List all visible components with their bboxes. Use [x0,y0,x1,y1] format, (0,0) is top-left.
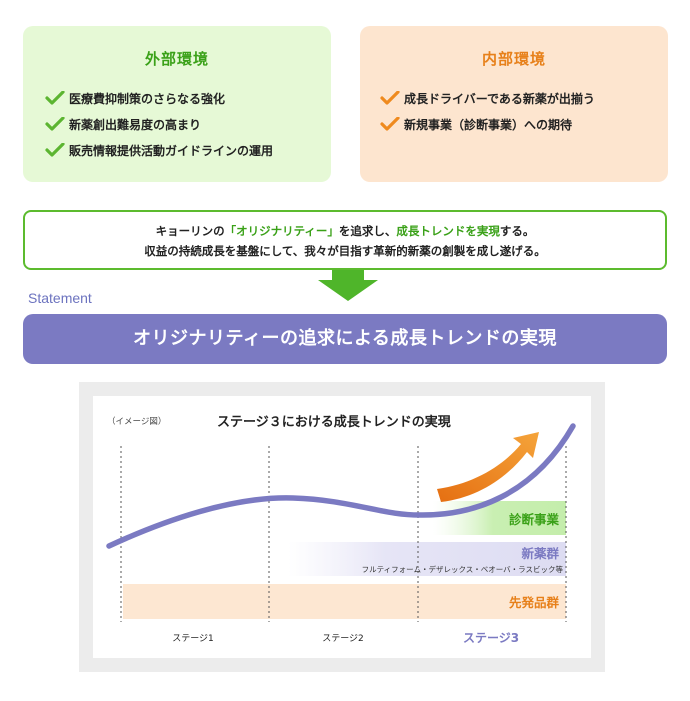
growth-chart: （イメージ図） ステージ３における成長トレンドの実現 診断事業 新薬群 フルティ… [93,396,591,658]
growth-arrow-icon [437,432,539,502]
check-icon [380,117,400,131]
stage-label: ステージ1 [172,633,214,644]
statement-text: を追求し、 [338,224,397,238]
statement-line-1: キョーリンの「オリジナリティー」を追求し、成長トレンドを実現する。 [25,221,665,241]
statement-box: キョーリンの「オリジナリティー」を追求し、成長トレンドを実現する。 収益の持続成… [23,210,667,270]
stage-label-current: ステージ3 [463,631,519,645]
internal-environment-list: 成長ドライバーである新薬が出揃う 新規事業（診断事業）への期待 [360,85,668,137]
external-environment-box: 外部環境 医療費抑制策のさらなる強化 新薬創出難易度の高まり 販売情報提供活動ガ… [23,26,331,182]
arrow-down-icon [318,270,378,301]
list-item: 販売情報提供活動ガイドラインの運用 [45,137,331,163]
check-icon [45,91,65,105]
statement-line-2: 収益の持続成長を基盤にして、我々が目指す革新的新薬の創製を成し遂げる。 [144,244,546,258]
statement-banner: オリジナリティーの追求による成長トレンドの実現 [23,314,667,364]
list-item: 新規事業（診断事業）への期待 [380,111,668,137]
stage-label: ステージ2 [322,633,364,644]
statement-highlight: 成長トレンドを実現 [396,224,500,238]
statement-text: キョーリンの [155,224,225,238]
new-drugs-sublabel: フルティフォーム・デザレックス・ベオーバ・ラスビック等 [362,564,564,574]
statement-text: する。 [499,224,535,238]
list-item: 医療費抑制策のさらなる強化 [45,85,331,111]
chart-title: ステージ３における成長トレンドの実現 [217,414,451,430]
pioneer-drugs-band [123,584,566,619]
external-environment-list: 医療費抑制策のさらなる強化 新薬創出難易度の高まり 販売情報提供活動ガイドライン… [23,85,331,163]
list-item-label: 医療費抑制策のさらなる強化 [69,91,226,106]
pioneer-drugs-label: 先発品群 [509,595,560,610]
new-drugs-band [288,542,566,576]
list-item-label: 販売情報提供活動ガイドラインの運用 [69,143,274,158]
external-environment-title: 外部環境 [144,50,209,68]
diagnostic-band [433,501,566,535]
growth-trend-curve [106,423,576,549]
internal-environment-box: 内部環境 成長ドライバーである新薬が出揃う 新規事業（診断事業）への期待 [360,26,668,182]
list-item: 新薬創出難易度の高まり [45,111,331,137]
check-icon [380,91,400,105]
check-icon [45,117,65,131]
growth-chart-frame: （イメージ図） ステージ３における成長トレンドの実現 診断事業 新薬群 フルティ… [79,382,605,672]
growth-chart-canvas: （イメージ図） ステージ３における成長トレンドの実現 診断事業 新薬群 フルティ… [106,414,576,645]
list-item: 成長ドライバーである新薬が出揃う [380,85,668,111]
check-icon [45,143,65,157]
list-item-label: 新薬創出難易度の高まり [69,117,202,132]
list-item-label: 成長ドライバーである新薬が出揃う [404,91,595,106]
statement-highlight: 「オリジナリティー」 [224,224,339,238]
list-item-label: 新規事業（診断事業）への期待 [404,117,573,132]
new-drugs-label: 新薬群 [521,546,559,561]
internal-environment-title: 内部環境 [481,50,546,68]
statement-label: Statement [28,290,92,306]
chart-note: （イメージ図） [107,416,166,427]
diagnostic-label: 診断事業 [509,512,560,527]
